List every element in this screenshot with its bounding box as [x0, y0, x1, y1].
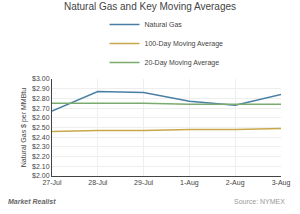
svg-text:$2.80: $2.80: [32, 95, 50, 102]
svg-text:$2.50: $2.50: [32, 124, 50, 131]
svg-text:$2.40: $2.40: [32, 134, 50, 141]
svg-text:1-Aug: 1-Aug: [180, 179, 199, 187]
svg-text:Natural Gas: Natural Gas: [145, 21, 183, 28]
svg-text:Market Realist: Market Realist: [8, 198, 56, 205]
svg-text:$2.20: $2.20: [32, 153, 50, 160]
svg-text:$2.30: $2.30: [32, 143, 50, 150]
svg-text:2-Aug: 2-Aug: [226, 179, 245, 187]
svg-text:27-Jul: 27-Jul: [42, 179, 62, 186]
svg-text:$3.00: $3.00: [32, 75, 50, 82]
svg-text:Natural Gas $ per MMBtu: Natural Gas $ per MMBtu: [20, 88, 28, 167]
svg-text:29-Jul: 29-Jul: [134, 179, 154, 186]
svg-text:Source: NYMEX: Source: NYMEX: [234, 198, 285, 205]
svg-text:3-Aug: 3-Aug: [272, 179, 291, 187]
svg-text:$2.10: $2.10: [32, 163, 50, 170]
svg-text:$2.60: $2.60: [32, 114, 50, 121]
svg-text:$2.90: $2.90: [32, 85, 50, 92]
svg-text:20-Day Moving Average: 20-Day Moving Average: [145, 59, 220, 67]
svg-text:$2.00: $2.00: [32, 172, 50, 179]
svg-text:100-Day Moving Average: 100-Day Moving Average: [145, 40, 224, 48]
svg-text:28-Jul: 28-Jul: [88, 179, 108, 186]
svg-text:$2.70: $2.70: [32, 105, 50, 112]
svg-text:Natural Gas and Key Moving Ave: Natural Gas and Key Moving Averages: [64, 1, 236, 12]
